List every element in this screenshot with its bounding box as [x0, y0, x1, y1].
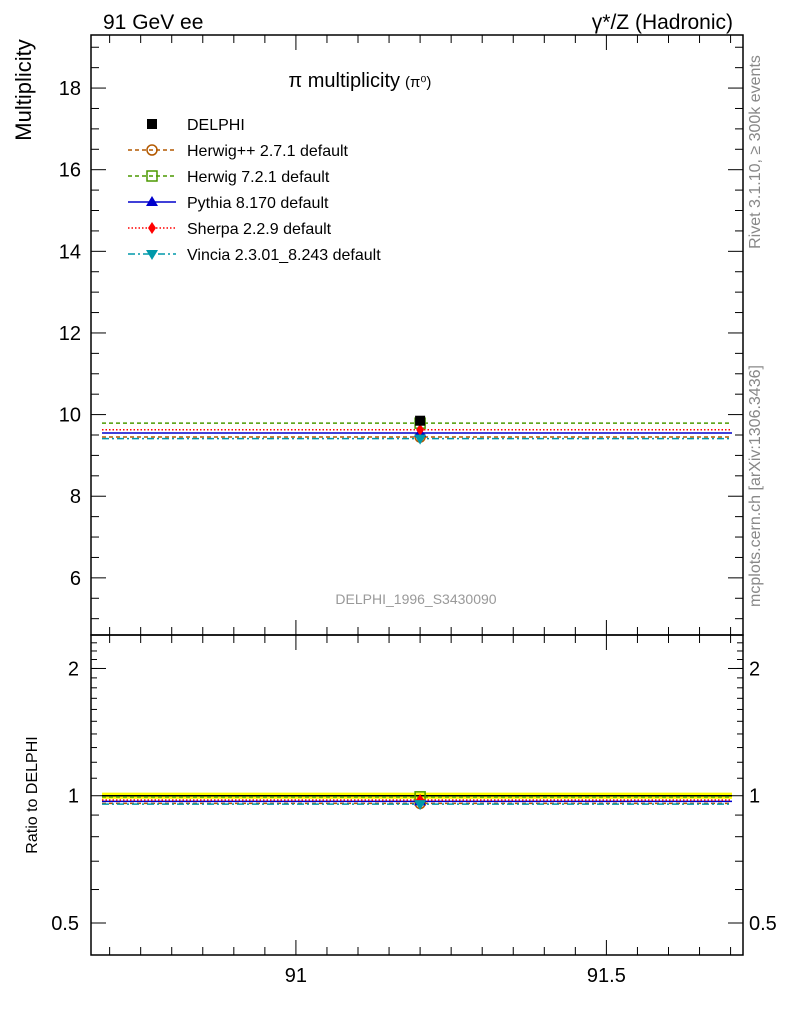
main-y-tick-label: 8 — [70, 486, 81, 508]
ratio-y-tick-label: 1 — [68, 786, 79, 808]
ratio-y-tick-label: 2 — [68, 658, 79, 680]
legend-marker — [147, 119, 157, 129]
legend-label: Pythia 8.170 default — [187, 195, 329, 212]
legend-label: Herwig++ 2.7.1 default — [187, 143, 349, 160]
main-y-axis-label: Multiplicity — [11, 39, 36, 140]
main-y-tick-label: 10 — [59, 405, 81, 427]
header-right: γ*/Z (Hadronic) — [592, 11, 733, 34]
plot-title: π multiplicity — [288, 70, 400, 92]
main-y-tick-label: 12 — [59, 323, 81, 345]
analysis-watermark: DELPHI_1996_S3430090 — [335, 591, 496, 607]
data-point — [415, 415, 426, 426]
header-left: 91 GeV ee — [103, 11, 203, 34]
legend: DELPHI Herwig++ 2.7.1 default Herwig 7.2.1… — [128, 117, 381, 264]
mcplots-label: mcplots.cern.ch [arXiv:1306.3436] — [747, 365, 764, 607]
x-tick-label: 91.5 — [587, 965, 626, 987]
ratio-y-axis-label: Ratio to DELPHI — [24, 736, 41, 853]
legend-marker — [146, 144, 158, 156]
main-y-tick-label: 18 — [59, 78, 81, 100]
main-y-tick-label: 14 — [59, 241, 81, 263]
legend-label: Herwig 7.2.1 default — [187, 169, 330, 186]
ratio-y-tick-label-right: 0.5 — [749, 913, 777, 935]
ratio-y-tick-label: 0.5 — [51, 913, 79, 935]
legend-label: Vincia 2.3.01_8.243 default — [187, 247, 381, 264]
ratio-y-tick-label-right: 2 — [749, 658, 760, 680]
main-y-tick-label: 16 — [59, 160, 81, 182]
legend-label: Sherpa 2.2.9 default — [187, 221, 332, 238]
legend-marker — [146, 196, 158, 206]
main-series-group — [102, 415, 732, 445]
series-marker — [414, 434, 427, 445]
ratio-series-group — [102, 791, 732, 811]
ratio-y-tick-label-right: 1 — [749, 786, 760, 808]
legend-marker — [146, 250, 158, 260]
legend-marker — [148, 222, 156, 234]
ratio-plot-frame — [90, 634, 744, 956]
main-y-tick-label: 6 — [70, 568, 81, 590]
legend-label: DELPHI — [187, 117, 245, 134]
x-tick-label: 91 — [285, 965, 307, 987]
series-marker — [416, 423, 425, 436]
plot-title-suffix: (π⁰) — [405, 74, 431, 91]
legend-marker — [146, 170, 158, 182]
ratio-series-marker — [414, 800, 427, 811]
rivet-label: Rivet 3.1.10, ≥ 300k events — [747, 55, 764, 249]
